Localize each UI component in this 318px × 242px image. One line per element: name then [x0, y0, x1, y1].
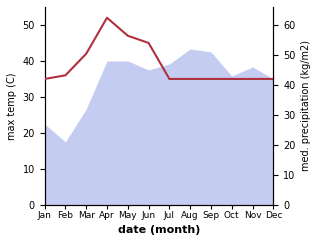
X-axis label: date (month): date (month)	[118, 225, 200, 235]
Y-axis label: max temp (C): max temp (C)	[7, 72, 17, 140]
Y-axis label: med. precipitation (kg/m2): med. precipitation (kg/m2)	[301, 40, 311, 171]
